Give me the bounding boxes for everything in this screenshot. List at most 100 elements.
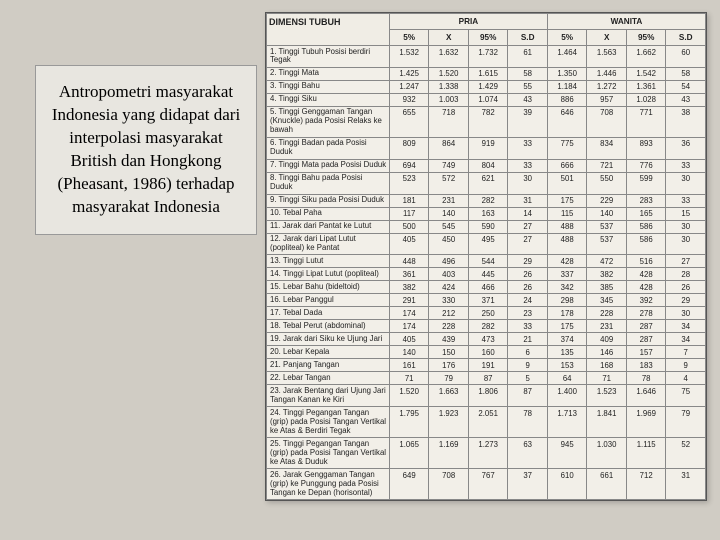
value-cell: 34: [666, 320, 706, 333]
value-cell: 168: [587, 359, 627, 372]
value-cell: 43: [508, 93, 548, 106]
value-cell: 371: [468, 294, 508, 307]
value-cell: 495: [468, 233, 508, 255]
value-cell: 30: [666, 307, 706, 320]
header-p95: 95%: [468, 30, 508, 46]
value-cell: 382: [587, 268, 627, 281]
value-cell: 38: [666, 106, 706, 137]
value-cell: 58: [508, 67, 548, 80]
value-cell: 27: [666, 255, 706, 268]
value-cell: 834: [587, 137, 627, 159]
dimension-label: 12. Jarak dari Lipat Lutut (popliteal) k…: [267, 233, 390, 255]
value-cell: 501: [547, 172, 587, 194]
value-cell: 1.003: [429, 93, 469, 106]
value-cell: 864: [429, 137, 469, 159]
value-cell: 30: [508, 172, 548, 194]
value-cell: 212: [429, 307, 469, 320]
table-row: 8. Tinggi Bahu pada Posisi Duduk52357262…: [267, 172, 706, 194]
value-cell: 174: [389, 320, 429, 333]
value-cell: 767: [468, 469, 508, 500]
value-cell: 428: [626, 268, 666, 281]
dimension-label: 18. Tebal Perut (abdominal): [267, 320, 390, 333]
value-cell: 1.400: [547, 385, 587, 407]
value-cell: 287: [626, 333, 666, 346]
header-wanita: WANITA: [547, 14, 705, 30]
header-p95: 95%: [626, 30, 666, 46]
value-cell: 291: [389, 294, 429, 307]
value-cell: 2.051: [468, 407, 508, 438]
value-cell: 1.542: [626, 67, 666, 80]
header-x: X: [587, 30, 627, 46]
value-cell: 115: [547, 207, 587, 220]
dimension-label: 6. Tinggi Badan pada Posisi Duduk: [267, 137, 390, 159]
value-cell: 1.272: [587, 80, 627, 93]
header-p5: 5%: [547, 30, 587, 46]
value-cell: 37: [508, 469, 548, 500]
value-cell: 30: [666, 220, 706, 233]
value-cell: 1.074: [468, 93, 508, 106]
value-cell: 1.247: [389, 80, 429, 93]
value-cell: 445: [468, 268, 508, 281]
value-cell: 87: [468, 372, 508, 385]
table-row: 9. Tinggi Siku pada Posisi Duduk18123128…: [267, 194, 706, 207]
value-cell: 1.523: [587, 385, 627, 407]
value-cell: 140: [587, 207, 627, 220]
table-body: 1. Tinggi Tubuh Posisi berdiri Tegak1.53…: [267, 46, 706, 500]
value-cell: 33: [508, 159, 548, 172]
value-cell: 382: [389, 281, 429, 294]
value-cell: 694: [389, 159, 429, 172]
value-cell: 75: [666, 385, 706, 407]
value-cell: 33: [508, 137, 548, 159]
value-cell: 33: [666, 194, 706, 207]
value-cell: 71: [389, 372, 429, 385]
header-dimensi: DIMENSI TUBUH: [267, 14, 390, 46]
value-cell: 9: [666, 359, 706, 372]
value-cell: 9: [508, 359, 548, 372]
value-cell: 30: [666, 172, 706, 194]
value-cell: 721: [587, 159, 627, 172]
table-row: 10. Tebal Paha1171401631411514016515: [267, 207, 706, 220]
dimension-label: 4. Tinggi Siku: [267, 93, 390, 106]
value-cell: 409: [587, 333, 627, 346]
value-cell: 488: [547, 233, 587, 255]
value-cell: 24: [508, 294, 548, 307]
value-cell: 1.361: [626, 80, 666, 93]
value-cell: 1.923: [429, 407, 469, 438]
value-cell: 590: [468, 220, 508, 233]
value-cell: 178: [547, 307, 587, 320]
table-row: 1. Tinggi Tubuh Posisi berdiri Tegak1.53…: [267, 46, 706, 68]
value-cell: 27: [508, 220, 548, 233]
value-cell: 473: [468, 333, 508, 346]
dimension-label: 3. Tinggi Bahu: [267, 80, 390, 93]
table-row: 22. Lebar Tangan71798756471784: [267, 372, 706, 385]
table-row: 21. Panjang Tangan16117619191531681839: [267, 359, 706, 372]
value-cell: 43: [666, 93, 706, 106]
value-cell: 385: [587, 281, 627, 294]
value-cell: 646: [547, 106, 587, 137]
dimension-label: 11. Jarak dari Pantat ke Lutut: [267, 220, 390, 233]
value-cell: 957: [587, 93, 627, 106]
value-cell: 809: [389, 137, 429, 159]
value-cell: 330: [429, 294, 469, 307]
value-cell: 537: [587, 220, 627, 233]
value-cell: 1.663: [429, 385, 469, 407]
table-row: 17. Tebal Dada1742122502317822827830: [267, 307, 706, 320]
value-cell: 1.273: [468, 438, 508, 469]
table-row: 13. Tinggi Lutut4484965442942847251627: [267, 255, 706, 268]
value-cell: 229: [587, 194, 627, 207]
dimension-label: 25. Tinggi Pegangan Tangan (grip) pada P…: [267, 438, 390, 469]
value-cell: 424: [429, 281, 469, 294]
value-cell: 361: [389, 268, 429, 281]
value-cell: 27: [508, 233, 548, 255]
table-row: 3. Tinggi Bahu1.2471.3381.429551.1841.27…: [267, 80, 706, 93]
dimension-label: 21. Panjang Tangan: [267, 359, 390, 372]
value-cell: 718: [429, 106, 469, 137]
value-cell: 21: [508, 333, 548, 346]
value-cell: 428: [547, 255, 587, 268]
value-cell: 160: [468, 346, 508, 359]
dimension-label: 15. Lebar Bahu (bideltoid): [267, 281, 390, 294]
value-cell: 34: [666, 333, 706, 346]
value-cell: 26: [508, 268, 548, 281]
dimension-label: 1. Tinggi Tubuh Posisi berdiri Tegak: [267, 46, 390, 68]
header-sd: S.D: [508, 30, 548, 46]
